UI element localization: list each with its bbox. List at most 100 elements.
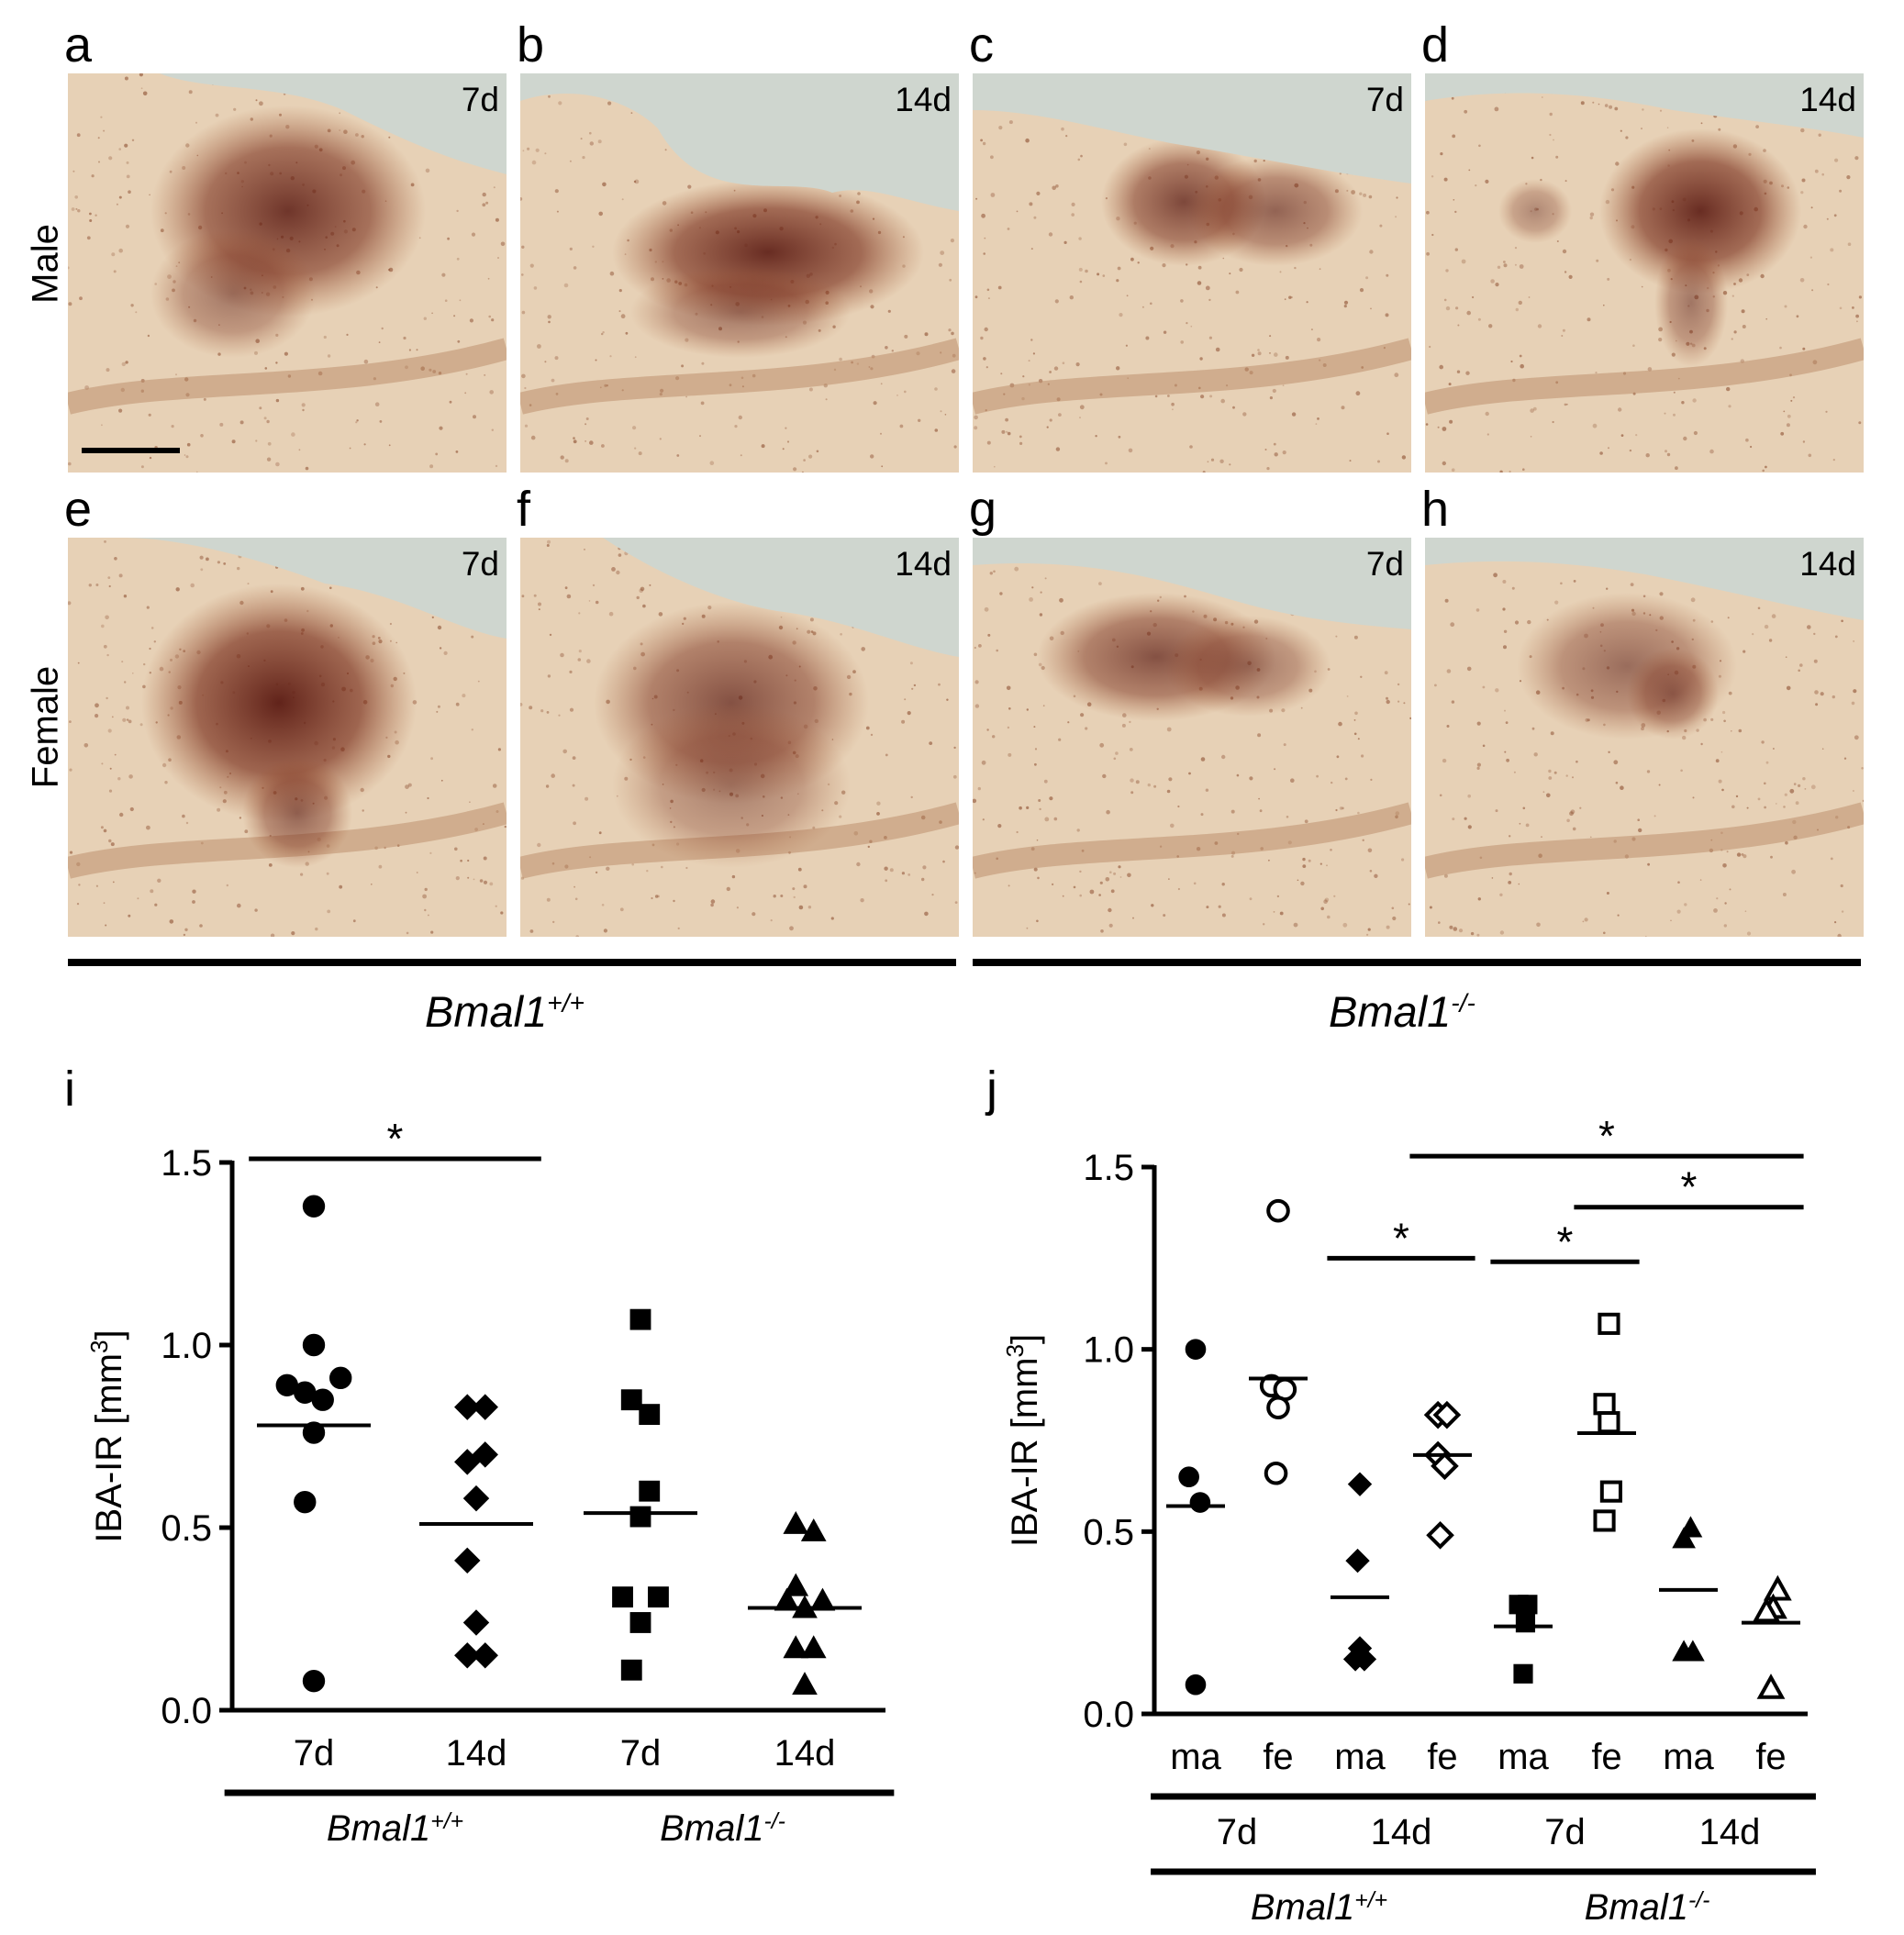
cell-speck [1520,363,1524,369]
cell-speck [416,872,418,873]
cell-speck [1033,216,1037,219]
cell-speck [1006,430,1008,433]
cell-speck [1458,929,1464,933]
cell-speck [1079,405,1085,410]
y-tick-label: 0.5 [1083,1512,1134,1552]
time-label: 7d [1365,545,1404,583]
cell-speck [1576,760,1578,763]
cell-speck [1854,735,1859,740]
cell-speck [101,424,103,427]
cell-speck [907,873,911,876]
cell-speck [1242,412,1247,417]
cell-speck [562,749,567,754]
cell-speck [1431,175,1434,178]
cell-speck [1316,774,1319,778]
cell-speck [407,783,412,787]
cell-speck [1257,351,1262,356]
cell-speck [371,884,373,885]
cell-speck [1476,762,1481,767]
cell-speck [1522,806,1526,810]
cell-speck [1503,645,1507,650]
cell-speck [1442,758,1447,763]
cell-speck [1802,777,1806,781]
cell-speck [980,139,983,142]
cell-speck [149,647,151,651]
cell-speck [1207,461,1209,463]
micrograph-f: 14d [520,538,959,937]
cell-speck [1391,906,1395,910]
cell-speck [1765,465,1767,469]
cell-speck [1700,742,1703,746]
cell-speck [1079,894,1082,897]
cell-speck [974,646,976,650]
cell-speck [175,587,180,592]
cell-speck [139,723,143,727]
cell-speck [1025,138,1030,143]
time-label: 7d [461,81,499,118]
cell-speck [1282,384,1285,386]
cell-speck [142,91,148,96]
cell-speck [631,862,634,866]
cell-speck [625,331,629,335]
cell-speck [1530,436,1532,438]
cell-speck [1268,859,1270,862]
cell-speck [389,622,392,626]
lesion-stain [141,584,417,822]
cell-speck [1007,228,1010,230]
cell-speck [569,160,572,162]
cell-speck [1206,906,1209,909]
cell-speck [710,899,716,904]
cell-speck [618,289,622,293]
genotype-label-wt: Bmal1+/+ [425,987,585,1036]
lesion-stain [1498,179,1572,243]
y-tick-label: 1.0 [1083,1330,1134,1371]
cell-speck [1085,269,1088,273]
cell-speck [1855,314,1859,318]
cell-speck [103,644,107,649]
cell-speck [589,141,594,146]
cell-speck [492,784,497,788]
significance-star: * [1598,1112,1615,1160]
cell-speck [1757,606,1761,610]
cell-speck [1367,848,1373,853]
x-category-label: 7d [294,1733,335,1774]
cell-speck [981,760,986,765]
cell-speck [938,262,942,267]
cell-speck [1613,760,1619,765]
cell-speck [1589,216,1593,220]
cell-speck [482,192,486,197]
cell-speck [237,566,240,571]
cell-speck [1209,395,1213,398]
cell-speck [1036,191,1041,195]
cell-speck [1659,109,1663,112]
cell-speck [1129,720,1131,724]
cell-speck [1664,412,1666,415]
cell-speck [1361,754,1364,758]
cell-speck [1033,652,1038,657]
cell-speck [1049,796,1053,801]
cell-speck [190,583,195,588]
cell-speck [1019,435,1022,439]
cell-speck [942,860,945,863]
cell-speck [1830,248,1834,252]
cell-speck [100,826,104,829]
cell-speck [1491,877,1494,879]
cell-speck [1476,933,1480,937]
cell-speck [1731,338,1733,340]
cell-speck [1776,803,1777,805]
cell-speck [113,270,117,273]
cell-speck [1008,707,1011,710]
cell-speck [1306,301,1308,304]
x-category-label: fe [1591,1737,1621,1777]
cell-speck [606,866,610,871]
cell-speck [1768,639,1773,642]
cell-speck [1531,156,1534,160]
cell-speck [986,728,989,731]
cell-speck [1105,462,1108,465]
cell-speck [1771,614,1776,618]
cell-speck [521,273,524,276]
cell-speck [1052,883,1054,885]
lesion-stain [1599,128,1801,294]
cell-speck [1108,923,1113,928]
cell-speck [405,784,409,789]
